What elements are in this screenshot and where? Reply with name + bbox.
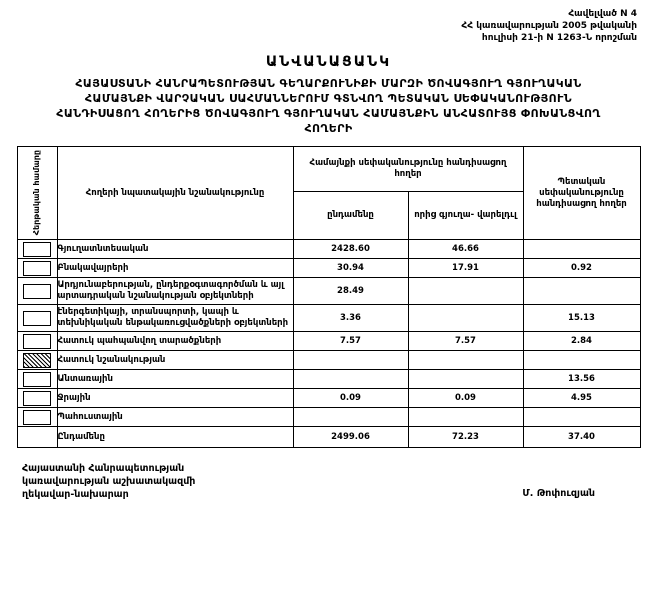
row-value-total: [292, 407, 409, 427]
table-row: Պահուստային: [16, 407, 641, 427]
table-row: Հատուկ նշանակության: [16, 350, 641, 370]
row-number-box: [23, 241, 51, 257]
header-line-2: ՀՀ կառավարության 2005 թվականի: [461, 21, 637, 31]
footer-signatory-title: Հայաստանի Հանրապետության կառավարության ա…: [22, 462, 195, 501]
row-category-label: Պահուստային: [56, 407, 294, 427]
row-number-cell: [16, 304, 58, 332]
total-value-budget: 37.40: [522, 426, 641, 448]
row-category-label: Արդյունաբերության, ընդերքօգտագործման և ա…: [56, 277, 294, 305]
table-row: Հատուկ պահպանվող տարածքների 7.57 7.57 2.84: [16, 331, 641, 351]
row-number-cell: [16, 258, 58, 278]
footer-signatory-name: Մ. Թոփուզյան: [522, 488, 595, 499]
table-head: Հերթական համարը Հողերի նպատակային նշանակ…: [16, 145, 641, 240]
table-row: Գյուղատնտեսական 2428.60 46.66: [16, 239, 641, 259]
page-title: ԱՆՎԱՆԱՑԱՆԿ: [265, 54, 392, 70]
row-value-current: [407, 407, 524, 427]
row-value-current: [407, 304, 524, 332]
row-value-budget: 0.92: [522, 258, 641, 278]
row-value-budget: 15.13: [522, 304, 641, 332]
footer-line-3: ղեկավար-նախարար: [22, 489, 129, 500]
row-value-current: 7.57: [407, 331, 524, 351]
row-value-total: [292, 369, 409, 389]
table-row: Բնակավայրերի 30.94 17.91 0.92: [16, 258, 641, 278]
table-row: էներգետիկայի, տրանսպորտի, կապի և տեխնիկա…: [16, 304, 641, 332]
subtitle-line-4: ՀՈՂԵՐԻ: [304, 122, 353, 135]
row-value-current: 17.91: [407, 258, 524, 278]
row-number-box: [23, 390, 51, 406]
footer-line-2: կառավարության աշխատակազմի: [22, 476, 196, 487]
row-number-box: [23, 283, 51, 299]
row-category-label: Ջրային: [56, 388, 294, 408]
total-value-current: 72.23: [407, 426, 524, 448]
row-number-box: [23, 371, 51, 387]
row-category-label: Բնակավայրերի: [56, 258, 294, 278]
col-header-total: ընդամենը: [292, 191, 409, 240]
col-header-community-group: Համայնքի սեփականությունը հանդիսացող հողե…: [292, 145, 524, 193]
table-row: Ջրային 0.09 0.09 4.95: [16, 388, 641, 408]
row-number-cell: [16, 369, 58, 389]
land-allocation-table: Հերթական համարը Հողերի նպատակային նշանակ…: [16, 145, 641, 448]
col-header-rownum-label: Հերթական համարը: [32, 150, 41, 236]
row-value-budget: [522, 350, 641, 370]
table-body: Գյուղատնտեսական 2428.60 46.66 Բնակավայրերի 3…: [16, 239, 641, 448]
table-row: Անտառային 13.56: [16, 369, 641, 389]
subtitle-line-3: ՀԱՆԴԻՍԱՑՈՂ ՀՈՂԵՐԻՑ ԾՈՎԱԳՅՈՒՂ ԳՅՈՒՂԱԿԱՆ Հ…: [56, 107, 601, 120]
row-value-budget: [522, 239, 641, 259]
row-value-budget: 4.95: [522, 388, 641, 408]
col-header-current: որից գյուղա- վարելդւլ: [407, 191, 524, 240]
document-footer: Հայաստանի Հանրապետության կառավարության ա…: [14, 462, 643, 501]
subtitle-line-1: ՀԱՅԱՍՏԱՆԻ ՀԱՆՐԱՊԵՏՈՒԹՅԱՆ ԳԵՂԱՐՔՈՒՆԻՔԻ ՄԱ…: [75, 77, 582, 90]
row-category-label: Հատուկ նշանակության: [56, 350, 294, 370]
row-value-current: [407, 350, 524, 370]
row-value-total: 28.49: [292, 277, 409, 305]
row-value-total: 2428.60: [292, 239, 409, 259]
row-value-current: [407, 277, 524, 305]
header-line-3: հուլիսի 21-ի N 1263-Ն որոշման: [481, 33, 637, 43]
row-category-label: Հատուկ պահպանվող տարածքների: [56, 331, 294, 351]
row-category-label: էներգետիկայի, տրանսպորտի, կապի և տեխնիկա…: [56, 304, 294, 332]
row-value-budget: 13.56: [522, 369, 641, 389]
footer-line-1: Հայաստանի Հանրապետության: [22, 463, 185, 474]
row-value-total: 7.57: [292, 331, 409, 351]
row-number-cell: [16, 239, 58, 259]
page-subtitle: ՀԱՅԱՍՏԱՆԻ ՀԱՆՐԱՊԵՏՈՒԹՅԱՆ ԳԵՂԱՐՔՈՒՆԻՔԻ ՄԱ…: [14, 76, 643, 136]
row-value-current: 0.09: [407, 388, 524, 408]
col-header-name: Հողերի նպատակային նշանակությունը: [56, 146, 294, 240]
row-number-box: [23, 409, 51, 425]
row-category-label: Գյուղատնտեսական: [56, 239, 294, 259]
row-value-budget: [522, 277, 641, 305]
row-category-label: Անտառային: [56, 369, 294, 389]
col-header-state: Պետական սեփականությունը հանդիսացող հողեր: [522, 146, 641, 240]
total-value-total: 2499.06: [292, 426, 409, 448]
subtitle-line-2: ՀԱՄԱՅՆՔԻ ՎԱՐՉԱԿԱՆ ՍԱՀՄԱՆՆԵՐՈՒՄ ԳՏՆՎՈՂ ՊԵ…: [84, 92, 573, 105]
table-total-row: Ընդամենը 2499.06 72.23 37.40: [16, 426, 641, 448]
row-number-cell: [16, 350, 58, 370]
row-number-box: [23, 310, 51, 326]
row-value-current: [407, 369, 524, 389]
total-row-number-cell: [16, 426, 58, 448]
table-row: Արդյունաբերության, ընդերքօգտագործման և ա…: [16, 277, 641, 305]
row-value-total: 3.36: [292, 304, 409, 332]
row-value-budget: 2.84: [522, 331, 641, 351]
row-number-box: [23, 260, 51, 276]
row-number-box: [23, 333, 51, 349]
col-header-rownum: Հերթական համարը: [16, 146, 58, 240]
total-row-label: Ընդամենը: [56, 426, 294, 448]
row-number-cell: [16, 331, 58, 351]
row-number-box: [23, 352, 51, 368]
row-value-budget: [522, 407, 641, 427]
row-value-total: 0.09: [292, 388, 409, 408]
row-value-current: 46.66: [407, 239, 524, 259]
header-line-1: Հավելված N 4: [568, 9, 637, 19]
row-value-total: [292, 350, 409, 370]
row-number-cell: [16, 277, 58, 305]
row-number-cell: [16, 407, 58, 427]
row-value-total: 30.94: [292, 258, 409, 278]
document-header: Հավելված N 4 ՀՀ կառավարության 2005 թվակա…: [14, 8, 637, 44]
row-number-cell: [16, 388, 58, 408]
